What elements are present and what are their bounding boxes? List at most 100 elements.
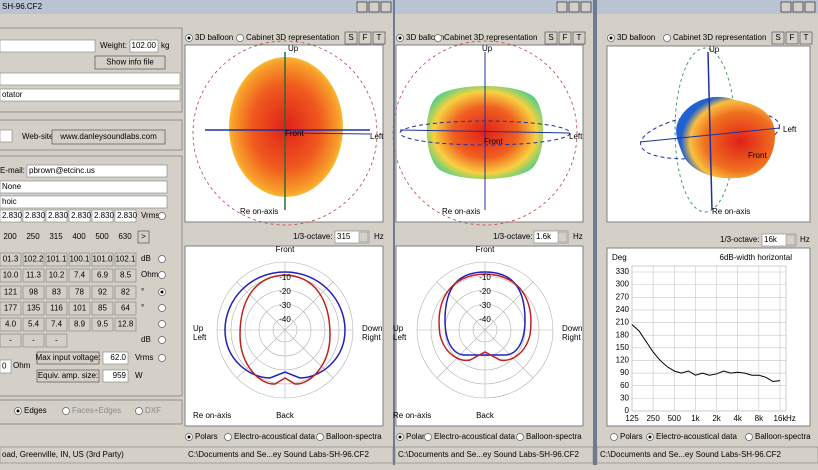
radio-label: Cabinet 3D representation xyxy=(673,33,766,42)
text-field[interactable] xyxy=(102,351,129,365)
polar-label: Back xyxy=(476,411,495,420)
text-field[interactable] xyxy=(68,209,91,223)
radio[interactable] xyxy=(158,304,166,312)
text-field[interactable] xyxy=(0,129,13,143)
text-field[interactable] xyxy=(0,39,96,53)
cell-value: 8.5 xyxy=(120,271,132,280)
text-field[interactable] xyxy=(22,209,45,223)
radio[interactable] xyxy=(158,320,166,328)
button[interactable] xyxy=(137,230,150,244)
status-bar xyxy=(394,446,594,464)
button[interactable] xyxy=(785,31,799,45)
radio[interactable] xyxy=(158,354,166,362)
button[interactable] xyxy=(572,31,586,45)
cell-value: - xyxy=(55,336,58,345)
polar-1 xyxy=(216,261,354,399)
button[interactable] xyxy=(771,31,785,45)
radio[interactable] xyxy=(316,433,324,441)
dropdown-arrow[interactable] xyxy=(785,234,796,246)
radio-label: Polars xyxy=(406,432,429,441)
radio[interactable] xyxy=(434,34,442,42)
radio[interactable] xyxy=(516,433,524,441)
ring-label: -20 xyxy=(279,287,291,296)
text-field[interactable] xyxy=(0,88,181,102)
cell xyxy=(114,317,137,332)
text-field[interactable] xyxy=(0,195,168,209)
cell xyxy=(91,268,114,283)
radio[interactable] xyxy=(158,255,166,263)
text-field[interactable] xyxy=(102,369,129,383)
cell-value: 101.0 xyxy=(92,255,113,264)
cell-value: - xyxy=(32,336,35,345)
y-tick-label: 120 xyxy=(616,356,630,365)
cell-value: 101 xyxy=(73,304,87,313)
radio-label: DXF xyxy=(145,406,161,415)
radio-label: Electro-acoustical data xyxy=(234,432,315,441)
button[interactable] xyxy=(51,129,166,145)
button-label: F xyxy=(563,33,568,42)
radio[interactable] xyxy=(745,433,753,441)
button-label: F xyxy=(790,33,795,42)
radio-label: Faces+Edges xyxy=(72,406,121,415)
field-value: 2.830 xyxy=(25,211,46,220)
button[interactable] xyxy=(344,31,358,45)
button[interactable] xyxy=(558,31,572,45)
text-field[interactable] xyxy=(129,39,159,53)
cell-value: 78 xyxy=(75,288,84,297)
text-field[interactable] xyxy=(45,209,68,223)
radio[interactable] xyxy=(224,433,232,441)
radio[interactable] xyxy=(663,34,671,42)
radio[interactable] xyxy=(236,34,244,42)
cell xyxy=(22,333,45,348)
radio[interactable] xyxy=(135,407,143,415)
radio[interactable] xyxy=(424,433,432,441)
text-field[interactable] xyxy=(0,359,12,374)
button[interactable] xyxy=(358,31,372,45)
button[interactable] xyxy=(372,31,386,45)
radio-dot xyxy=(609,36,613,40)
radio[interactable] xyxy=(610,433,618,441)
dropdown-arrow[interactable] xyxy=(557,231,568,243)
cell xyxy=(45,333,68,348)
cell-value: 121 xyxy=(4,288,18,297)
y-tick-label: 30 xyxy=(620,393,629,402)
radio-label: Edges xyxy=(24,406,47,415)
button[interactable] xyxy=(799,31,813,45)
radio-label: Balloon-spectra xyxy=(755,432,811,441)
button-label: Max input voltage: xyxy=(36,353,101,362)
button[interactable] xyxy=(36,369,100,383)
dropdown-arrow[interactable] xyxy=(358,231,369,243)
window-controls[interactable] xyxy=(356,1,816,13)
balloon-2 xyxy=(392,40,578,226)
text-field[interactable] xyxy=(91,209,114,223)
y-tick-label: 270 xyxy=(616,292,630,301)
text-field[interactable] xyxy=(0,180,168,194)
text-field[interactable] xyxy=(0,209,22,223)
radio[interactable] xyxy=(158,271,166,279)
chart-title: 6dB-width horizontal xyxy=(720,253,793,262)
octave-label: 1/3-octave: xyxy=(720,235,760,244)
radio[interactable] xyxy=(62,407,70,415)
radio[interactable] xyxy=(158,212,166,220)
cell xyxy=(22,252,45,267)
text-field[interactable] xyxy=(26,164,168,178)
cell xyxy=(45,268,68,283)
text-field[interactable] xyxy=(114,209,137,223)
button-label: T xyxy=(577,33,582,42)
cell xyxy=(91,252,114,267)
radio[interactable] xyxy=(158,336,166,344)
button[interactable] xyxy=(544,31,558,45)
button-label: www.danleysoundlabs.com xyxy=(59,132,157,141)
button[interactable] xyxy=(94,55,166,70)
axis-label: Up xyxy=(288,44,299,53)
cell-value: 177 xyxy=(4,304,18,313)
octave-unit: Hz xyxy=(374,232,384,241)
window-title: SH-96.CF2 xyxy=(2,2,43,11)
x-tick-label: 16k xyxy=(774,414,788,423)
cell-value: 11.3 xyxy=(26,271,42,280)
radio-label: Cabinet 3D representation xyxy=(246,33,339,42)
text-field[interactable] xyxy=(0,72,181,86)
button[interactable] xyxy=(36,351,100,365)
